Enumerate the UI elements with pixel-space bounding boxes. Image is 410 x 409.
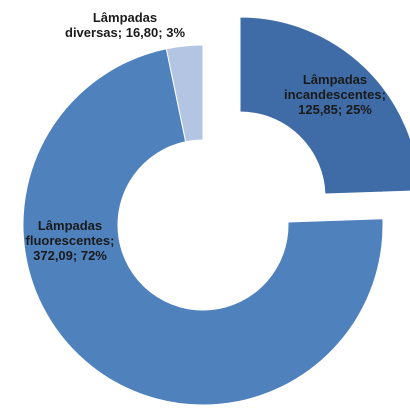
data-label: Lâmpadas incandescentes; 125,85; 25% xyxy=(284,72,386,117)
label-part: 3% xyxy=(166,25,186,40)
label-part: 72% xyxy=(80,248,107,263)
donut-segment xyxy=(239,16,410,195)
label-part: 25% xyxy=(345,102,372,117)
label-part: 372,09 xyxy=(33,248,73,263)
label-part: Lâmpadas fluorescentes xyxy=(25,218,111,248)
label-part: Lâmpadas diversas xyxy=(65,10,158,40)
label-part: 16,80 xyxy=(125,25,159,40)
data-label: Lâmpadas diversas; 16,80; 3% xyxy=(65,10,186,40)
data-label: Lâmpadas fluorescentes; 372,09; 72% xyxy=(25,218,115,263)
label-part: 125,85 xyxy=(298,102,338,117)
label-part: Lâmpadas incandescentes xyxy=(284,72,382,102)
donut-segment xyxy=(165,44,204,143)
donut-segment xyxy=(22,48,384,406)
